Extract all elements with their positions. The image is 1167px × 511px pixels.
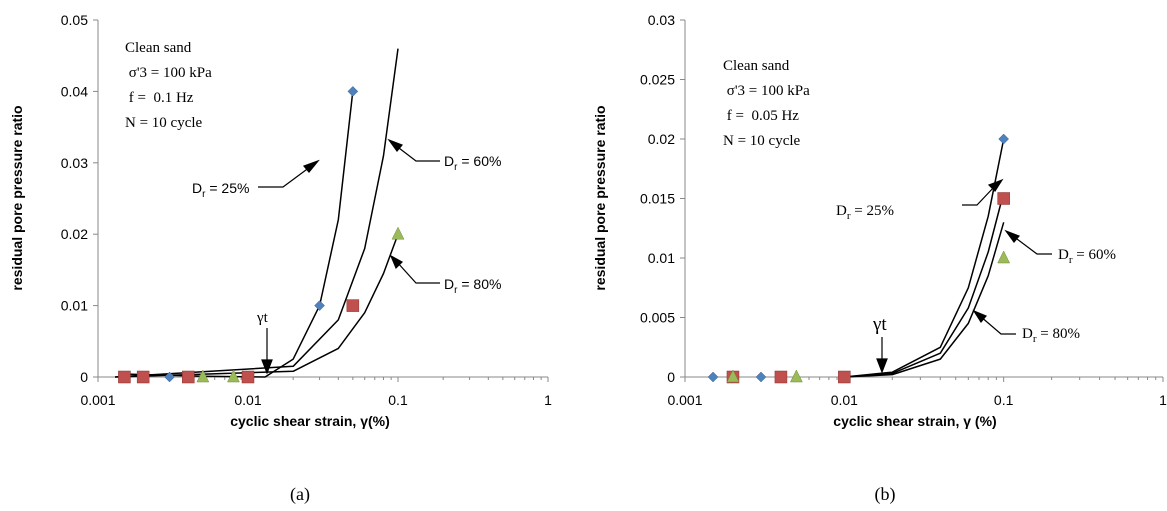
marker-diamond xyxy=(164,371,175,383)
arrow-dr60 xyxy=(1012,235,1052,255)
fit-curve-0 xyxy=(124,91,354,378)
x-tick-label: 0.1 xyxy=(388,392,408,408)
x-axis-title: cyclic shear strain, γ(%) xyxy=(230,413,390,429)
chart-a-svg: 0 0.01 0.02 0.03 0.04 0.05 0.001 0.01 0.1 1 resi… xyxy=(9,12,552,505)
marker-square xyxy=(241,370,255,384)
fit-curve-2 xyxy=(844,222,1005,378)
marker-triangle xyxy=(726,369,740,383)
y-tick-label: 0.02 xyxy=(61,226,88,242)
panel-b-caption: (b) xyxy=(875,484,896,505)
y-tick-label: 0.05 xyxy=(61,12,88,28)
condition-line-1: Clean sand xyxy=(723,58,790,74)
marker-triangle xyxy=(227,369,240,383)
dr80-label: Dr = 80% xyxy=(444,276,501,296)
arrow-threshold-head xyxy=(261,359,273,375)
fit-curves xyxy=(844,138,1005,378)
chart-panel-a: 0 0.01 0.02 0.03 0.04 0.05 0.001 0.01 0.1 1 resi… xyxy=(0,0,580,511)
threshold-label: γt xyxy=(256,310,269,326)
y-axis-title: residual pore pressure ratio xyxy=(9,105,25,290)
arrow-dr60-head xyxy=(387,138,403,152)
x-tick-label: 1 xyxy=(544,392,552,408)
axis-ticks xyxy=(680,19,1164,382)
marker-diamond xyxy=(755,371,767,383)
dr25-label: Dr = 25% xyxy=(192,180,249,200)
chart-panel-b: 0 0.005 0.01 0.015 0.02 0.025 0.03 0.001 0.01 0.… xyxy=(585,0,1167,511)
x-tick-label: 1 xyxy=(1159,392,1167,408)
fit-curve-2 xyxy=(115,233,399,378)
marker-triangle xyxy=(196,369,210,383)
annotation-arrows xyxy=(258,138,440,375)
arrow-dr80-head xyxy=(972,309,987,324)
condition-line-4: N = 10 cycle xyxy=(723,133,801,149)
arrow-dr80 xyxy=(396,261,440,284)
annotation-arrows xyxy=(876,178,1052,374)
y-tick-label: 0.02 xyxy=(648,131,675,147)
arrow-dr25-head xyxy=(987,178,1004,192)
marker-triangle xyxy=(391,226,405,240)
dr60-label: Dr = 60% xyxy=(444,153,501,173)
marker-square xyxy=(136,370,150,384)
marker-diamond xyxy=(347,86,359,97)
marker-square xyxy=(346,299,360,312)
panel-a-caption: (a) xyxy=(290,484,310,505)
y-axis-title: residual pore pressure ratio xyxy=(592,105,608,290)
fit-curve-1 xyxy=(844,192,1005,378)
x-axis-title: cyclic shear strain, γ (%) xyxy=(833,413,996,429)
marker-square xyxy=(838,370,851,384)
dr80-label: Dr = 80% xyxy=(1022,326,1080,345)
y-tick-label: 0.04 xyxy=(61,83,88,99)
arrow-dr80 xyxy=(979,315,1016,335)
marker-triangle xyxy=(789,369,803,383)
y-tick-label: 0 xyxy=(667,369,675,385)
condition-line-2: σ'3 = 100 kPa xyxy=(125,65,212,81)
x-tick-labels: 0.001 0.01 0.1 1 xyxy=(80,392,552,408)
fit-curve-1 xyxy=(115,48,399,378)
arrow-dr60-head xyxy=(1004,229,1020,243)
condition-line-3: f = 0.05 Hz xyxy=(723,108,799,124)
y-tick-label: 0.03 xyxy=(648,12,675,28)
arrow-threshold-head xyxy=(876,358,888,374)
y-tick-label: 0.03 xyxy=(61,155,88,171)
y-tick-label: 0 xyxy=(80,369,88,385)
marker-triangle xyxy=(997,250,1011,264)
marker-diamond xyxy=(707,371,719,383)
data-markers xyxy=(707,133,1011,384)
x-tick-label: 0.001 xyxy=(667,392,702,408)
fit-curve-0 xyxy=(844,138,1005,378)
x-tick-label: 0.001 xyxy=(80,392,115,408)
dr60-label: Dr = 60% xyxy=(1058,247,1116,266)
condition-line-3: f = 0.1 Hz xyxy=(125,90,194,106)
y-tick-labels: 0 0.01 0.02 0.03 0.04 0.05 xyxy=(61,12,88,385)
condition-line-4: N = 10 cycle xyxy=(125,115,203,131)
threshold-label: γt xyxy=(872,314,887,335)
condition-line-2: σ'3 = 100 kPa xyxy=(723,83,810,99)
y-tick-label: 0.01 xyxy=(648,250,675,266)
condition-line-1: Clean sand xyxy=(125,40,192,56)
y-tick-label: 0.01 xyxy=(61,298,88,314)
y-tick-label: 0.005 xyxy=(640,310,675,326)
marker-square xyxy=(774,370,788,384)
arrow-dr25-head xyxy=(302,159,320,173)
marker-diamond xyxy=(998,133,1010,145)
arrow-dr80-head xyxy=(389,254,403,270)
arrow-dr25 xyxy=(962,185,996,206)
marker-square xyxy=(118,370,131,384)
data-markers xyxy=(118,86,405,384)
arrow-dr60 xyxy=(394,144,440,162)
dr25-label: Dr = 25% xyxy=(836,203,894,222)
x-tick-label: 0.01 xyxy=(831,392,858,408)
y-tick-label: 0.015 xyxy=(640,191,675,207)
marker-square xyxy=(997,192,1010,205)
marker-diamond xyxy=(314,300,325,311)
x-tick-label: 0.01 xyxy=(234,392,261,408)
x-tick-label: 0.1 xyxy=(994,392,1014,408)
y-tick-label: 0.025 xyxy=(640,72,675,88)
marker-square xyxy=(182,370,195,384)
y-tick-labels: 0 0.005 0.01 0.015 0.02 0.025 0.03 xyxy=(640,12,675,385)
arrow-dr25 xyxy=(258,166,311,188)
x-tick-labels: 0.001 0.01 0.1 1 xyxy=(667,392,1167,408)
